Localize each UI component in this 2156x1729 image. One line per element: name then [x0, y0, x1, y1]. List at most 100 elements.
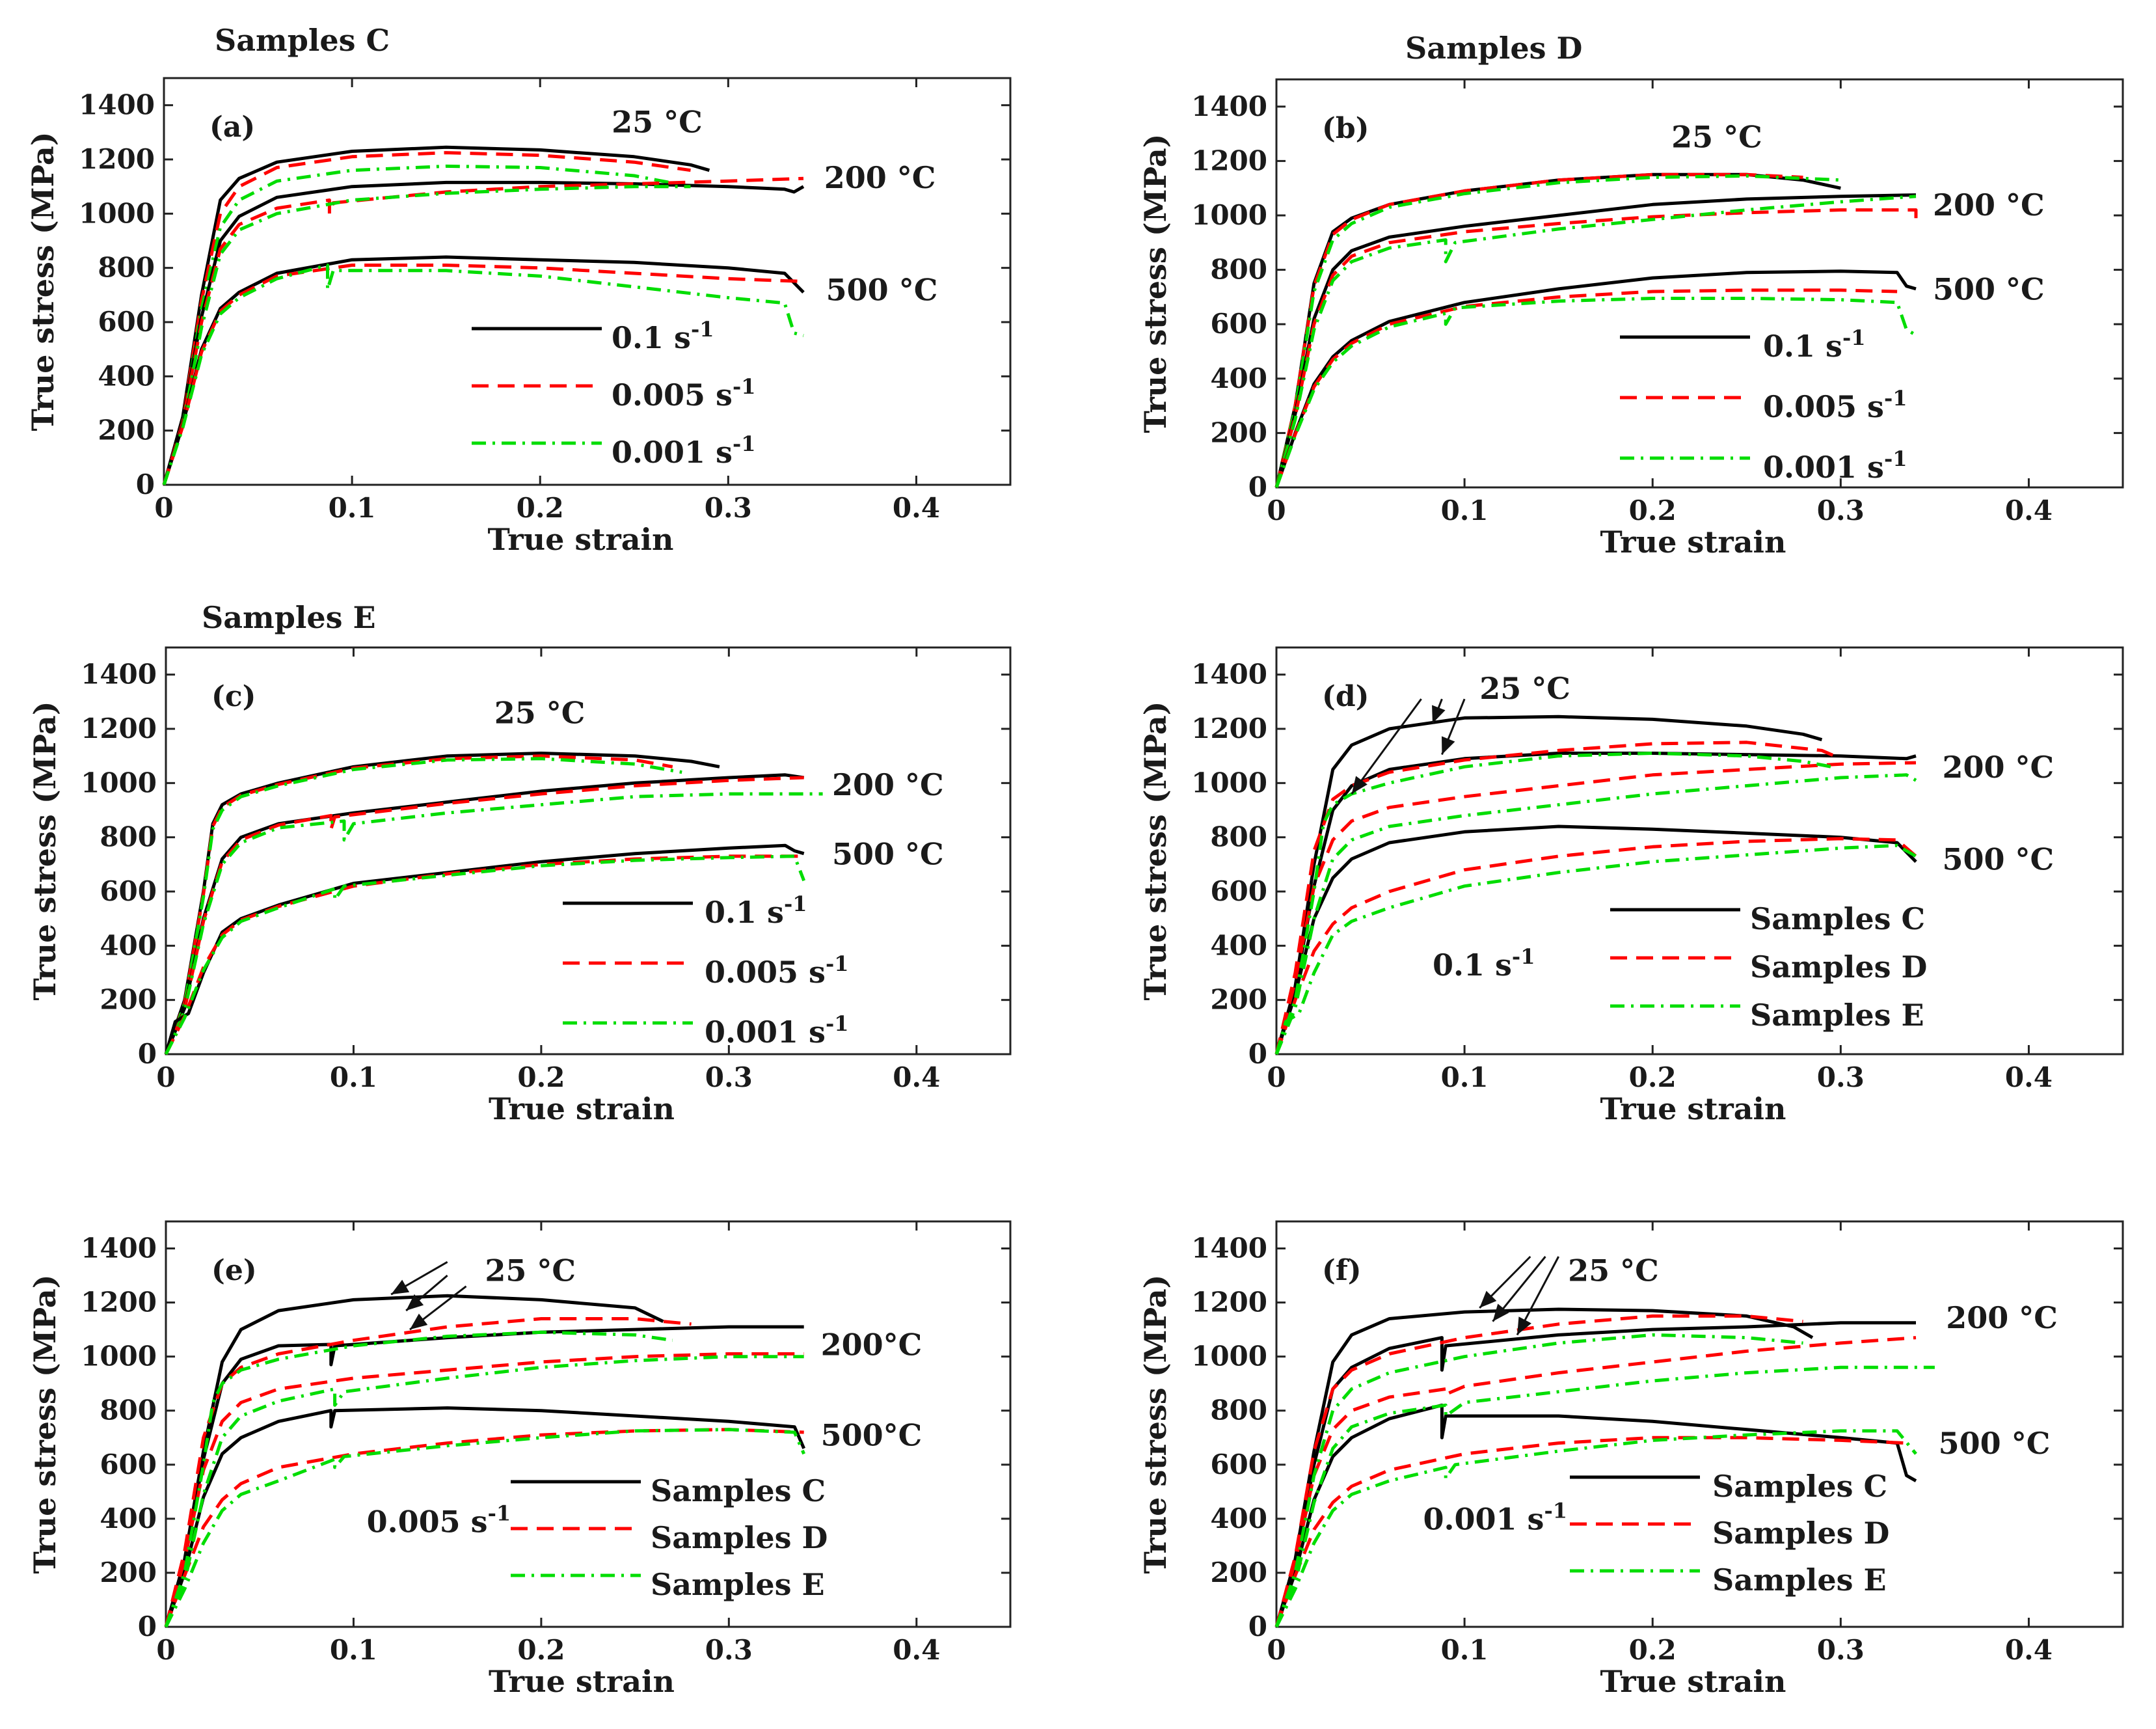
y-tick-label: 400	[100, 929, 157, 961]
arrow-head	[406, 1294, 424, 1311]
arrow-head	[391, 1279, 410, 1295]
x-tick-label: 0.1	[1441, 495, 1489, 526]
series-line	[162, 264, 804, 485]
legend-label: Samples D	[1750, 949, 1927, 985]
series-line	[162, 264, 804, 485]
annotation: 25 °C	[494, 696, 586, 731]
panel-c: 0 200 400 600 800 1000 1200 1400 0 0.1 0.2 0.3 0.4 Tr…	[27, 600, 1012, 1126]
y-tick-label: 1200	[81, 1287, 157, 1318]
y-tick-label: 200	[98, 415, 155, 446]
axes-box	[165, 646, 1012, 1055]
series-line	[1274, 174, 1841, 488]
x-axis-title: True strain	[1600, 1664, 1786, 1699]
y-axis-title: True stress (MPa)	[27, 701, 62, 1001]
annotation: 500 °C	[1933, 272, 2045, 307]
legend-label: Samples D	[651, 1520, 828, 1555]
x-tick-label: 0.4	[893, 1634, 940, 1666]
series-line	[1274, 195, 1917, 488]
panel-title: Samples D	[1405, 31, 1582, 66]
legend-label: 0.001 s-1	[705, 1011, 849, 1050]
series-line	[164, 854, 806, 1055]
y-tick-label: 200	[100, 984, 157, 1016]
y-tick-label: 400	[1210, 929, 1267, 961]
panel-e: 0 200 400 600 800 1000 1200 1400 0 0.1 0.2 0.3 0.4 Tr…	[27, 1220, 1012, 1699]
annotation: 25 °C	[1479, 671, 1570, 706]
series-line	[1274, 1333, 1803, 1627]
annotation: 25 °C	[1671, 120, 1762, 155]
series-line	[1274, 843, 1917, 1055]
series-line	[1274, 1436, 1907, 1627]
y-tick-label: 600	[1210, 875, 1267, 907]
series-line	[164, 754, 673, 1055]
panel-label: (a)	[209, 111, 255, 144]
x-tick-label: 0.3	[1817, 495, 1865, 526]
x-tick-label: 0.2	[1629, 495, 1677, 526]
x-tick-label: 0.2	[1629, 1061, 1677, 1093]
legend-label: Samples D	[1712, 1516, 1889, 1551]
annotation-arrow	[1351, 698, 1422, 795]
arrow-head	[1479, 1290, 1497, 1308]
y-tick-label: 0	[138, 1611, 157, 1642]
x-tick-label: 0.4	[2005, 495, 2053, 526]
series-line	[164, 792, 823, 1055]
annotation: 0.005 s-1	[367, 1501, 511, 1540]
x-tick-label: 0	[154, 492, 173, 524]
annotation: 200°C	[821, 1327, 923, 1363]
annotation: 500 °C	[1939, 1426, 2051, 1461]
y-tick-label: 600	[98, 306, 155, 338]
series-line	[1274, 1336, 1917, 1627]
x-axis-title: True strain	[1600, 1091, 1786, 1126]
x-tick-label: 0.3	[705, 1061, 753, 1093]
series-line	[1274, 1321, 1916, 1627]
y-tick-label: 1200	[1191, 1287, 1267, 1318]
x-tick-label: 0	[156, 1634, 175, 1666]
axes-box	[1275, 646, 2124, 1055]
x-tick-label: 0.3	[705, 1634, 753, 1666]
y-axis-title: True stress (MPa)	[25, 132, 61, 431]
y-tick-label: 0	[136, 469, 155, 500]
x-tick-label: 0	[1267, 1634, 1286, 1666]
y-tick-label: 1000	[1191, 767, 1267, 798]
series-line	[1274, 715, 1823, 1055]
legend-label: 0.005 s-1	[612, 374, 756, 413]
panel-label: (b)	[1322, 112, 1369, 145]
series-line	[164, 1352, 804, 1627]
panel-a: 0 200 400 600 800 1000 1200 1400 0 0.1 0.2 0.3 0.4 Tr…	[25, 23, 1012, 557]
panel-label: (f)	[1322, 1254, 1362, 1287]
series-line	[1274, 172, 1841, 488]
annotation: 25 °C	[1568, 1253, 1659, 1288]
arrow-head	[1517, 1316, 1531, 1335]
series-line	[1274, 837, 1917, 1055]
annotation: 500 °C	[826, 273, 938, 308]
legend-label: 0.1 s-1	[612, 317, 714, 355]
y-axis-title: True stress (MPa)	[1138, 134, 1173, 433]
y-tick-label: 1000	[1191, 199, 1267, 231]
y-tick-label: 200	[1210, 984, 1267, 1016]
x-tick-label: 0.4	[893, 492, 940, 524]
x-tick-label: 0.3	[705, 492, 752, 524]
panel-label: (e)	[211, 1254, 257, 1287]
y-tick-label: 1000	[1191, 1341, 1267, 1372]
annotation: 0.1 s-1	[1433, 944, 1535, 983]
y-axis-title: True stress (MPa)	[1138, 1275, 1173, 1574]
y-tick-label: 1400	[1191, 90, 1267, 122]
series-line	[1274, 172, 1803, 488]
y-tick-label: 1400	[79, 89, 155, 121]
y-tick-label: 200	[1210, 1557, 1267, 1588]
y-tick-label: 0	[1248, 1611, 1267, 1642]
x-axis-title: True strain	[1600, 524, 1786, 560]
axes-box	[1275, 78, 2124, 489]
panel-d: 0 200 400 600 800 1000 1200 1400 0 0.1 0.2 0.3 0.4 Tr…	[1138, 646, 2124, 1126]
legend-label: 0.005 s-1	[705, 951, 849, 990]
annotation: 200 °C	[824, 160, 936, 195]
annotation: 0.001 s-1	[1423, 1498, 1568, 1536]
panel-title: Samples C	[215, 23, 390, 58]
panel-title: Samples E	[202, 600, 376, 635]
series-line	[162, 176, 804, 485]
y-tick-label: 0	[1248, 1038, 1267, 1070]
legend-label: Samples C	[651, 1473, 826, 1508]
x-tick-label: 0.2	[517, 1634, 565, 1666]
legend-label: 0.001 s-1	[612, 431, 756, 470]
y-tick-label: 1000	[79, 197, 155, 229]
